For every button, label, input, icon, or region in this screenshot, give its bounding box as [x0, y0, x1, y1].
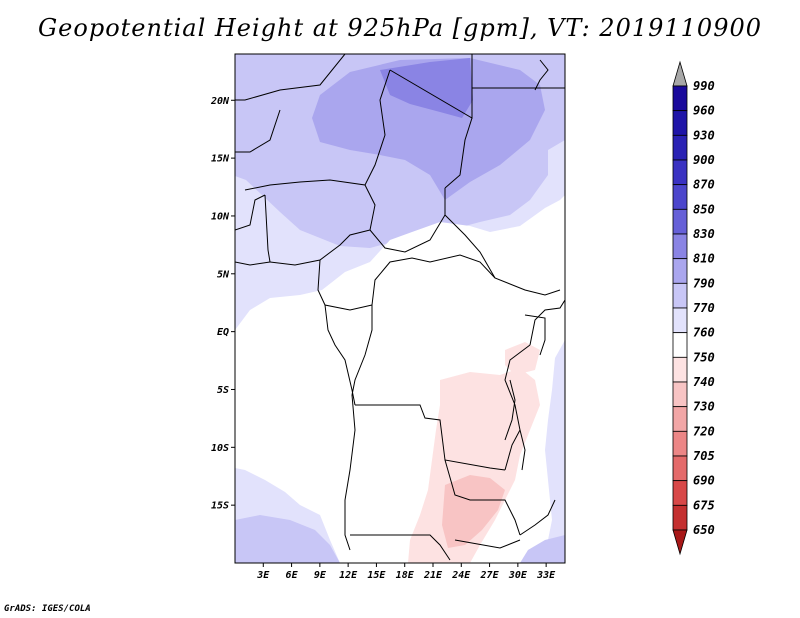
colorbar-label: 675	[693, 498, 715, 512]
border-chad-car	[369, 188, 446, 253]
border-benin-nigeria	[264, 194, 271, 263]
colorbar-under-arrow	[672, 529, 688, 556]
lat-tick-label: 5S	[217, 385, 229, 396]
colorbar-label: 990	[693, 79, 715, 93]
lake-malawi	[519, 429, 526, 471]
colorbar-label: 750	[693, 350, 715, 364]
colorbar-label: 930	[693, 128, 715, 142]
border-zimbabwe	[454, 539, 521, 549]
colorbar-box	[672, 134, 688, 161]
lon-tick-label: 18E	[396, 570, 415, 581]
colorbar-box	[672, 480, 688, 506]
border-niger-nigeria	[244, 179, 376, 231]
colorbar-label: 650	[693, 523, 715, 537]
border-car-drc	[371, 254, 496, 306]
border-benin	[235, 194, 266, 231]
colorbar-box	[672, 381, 688, 408]
map-plot-area	[235, 54, 565, 563]
red-sea-coast	[534, 59, 549, 91]
border-sudan-ssudan	[444, 214, 561, 296]
colorbar-box	[672, 504, 688, 531]
coast-ghana	[235, 261, 271, 266]
colorbar-box	[672, 332, 688, 358]
lat-tick-label: EQ	[217, 327, 229, 338]
lon-tick-label: 30E	[508, 570, 528, 581]
colorbar-box	[672, 282, 688, 309]
lon-tick-label: 6E	[286, 570, 299, 581]
colorbar-box	[672, 233, 688, 260]
grads-credit: GrADS: IGES/COLA	[4, 604, 91, 614]
colorbar-label: 850	[693, 202, 715, 216]
boundaries	[235, 54, 565, 561]
colorbar-label: 720	[693, 424, 715, 438]
border-drc-east	[504, 344, 531, 471]
lake-victoria	[524, 314, 546, 356]
colorbar-box	[672, 184, 688, 210]
colorbar-box	[672, 406, 688, 432]
border-uganda-kenya	[529, 299, 565, 346]
colorbar-box	[672, 430, 688, 457]
border-malawi	[519, 499, 556, 536]
colorbar-box	[672, 85, 688, 112]
lon-tick-label: 12E	[339, 570, 358, 581]
lon-tick-label: 21E	[423, 570, 443, 581]
colorbar-over-arrow	[672, 60, 688, 87]
border-mali	[235, 109, 281, 153]
lon-tick-label: 27E	[480, 570, 500, 581]
border-niger-chad	[364, 69, 391, 186]
colorbar-box	[672, 110, 688, 136]
colorbar-box	[672, 356, 688, 383]
colorbar-label: 790	[693, 276, 715, 290]
border-zambia	[444, 459, 521, 536]
border-algeria	[235, 54, 346, 101]
colorbar-label: 900	[693, 153, 715, 167]
colorbar-box	[672, 208, 688, 235]
colorbar-label: 705	[693, 449, 715, 463]
field-810-sahara	[312, 58, 545, 200]
colorbar-box	[672, 455, 688, 482]
colorbar-label: 810	[693, 252, 715, 266]
lake-tanganyika	[504, 379, 516, 441]
colorbar-label: 870	[693, 178, 715, 192]
coast-nigeria	[269, 229, 371, 266]
colorbar: 990 960 930 900 870 850 830 810 790 770 760 750 740 7…	[672, 60, 715, 556]
latitude-axis: 20N 15N 10N 5N EQ 5S 10S 15S	[210, 96, 235, 512]
colorbar-label: 770	[693, 301, 715, 315]
lat-tick-label: 5N	[217, 269, 230, 280]
lon-tick-label: 15E	[367, 570, 386, 581]
colorbar-label: 740	[693, 375, 715, 389]
colorbar-label: 830	[693, 227, 715, 241]
map-title: Geopotential Height at 925hPa [gpm], VT:…	[38, 14, 762, 42]
border-chad-sudan	[444, 117, 473, 189]
border-namibia-angola	[350, 534, 451, 561]
colorbar-box	[672, 307, 688, 334]
lat-tick-label: 20N	[210, 96, 230, 107]
field-750-lake-victoria	[505, 342, 540, 375]
field-790-southwest	[235, 515, 340, 563]
field-790-southeast	[520, 535, 565, 563]
lon-tick-label: 3E	[256, 570, 270, 581]
coast-angola	[344, 394, 356, 551]
colorbar-label: 690	[693, 474, 715, 488]
colorbar-label: 760	[693, 326, 715, 340]
lon-tick-label: 9E	[314, 570, 327, 581]
lon-tick-label: 24E	[451, 570, 471, 581]
lat-tick-label: 10N	[211, 211, 230, 222]
lon-tick-label: 33E	[536, 570, 556, 581]
field-740-zambia	[442, 475, 505, 548]
field-830-libya	[380, 58, 473, 118]
lat-tick-label: 10S	[211, 443, 229, 454]
colorbar-label: 960	[693, 104, 715, 118]
map-frame	[234, 53, 566, 564]
colorbar-label: 730	[693, 400, 715, 414]
border-congo-drc	[351, 305, 373, 396]
border-angola-drc	[355, 404, 506, 471]
colorbar-box	[672, 258, 688, 284]
lat-tick-label: 15N	[211, 154, 230, 165]
longitude-axis: 3E 6E 9E 12E 15E 18E 21E 24E 27E 30E 33E	[256, 563, 556, 581]
lat-tick-label: 15S	[211, 501, 229, 512]
colorbar-box	[672, 159, 688, 186]
